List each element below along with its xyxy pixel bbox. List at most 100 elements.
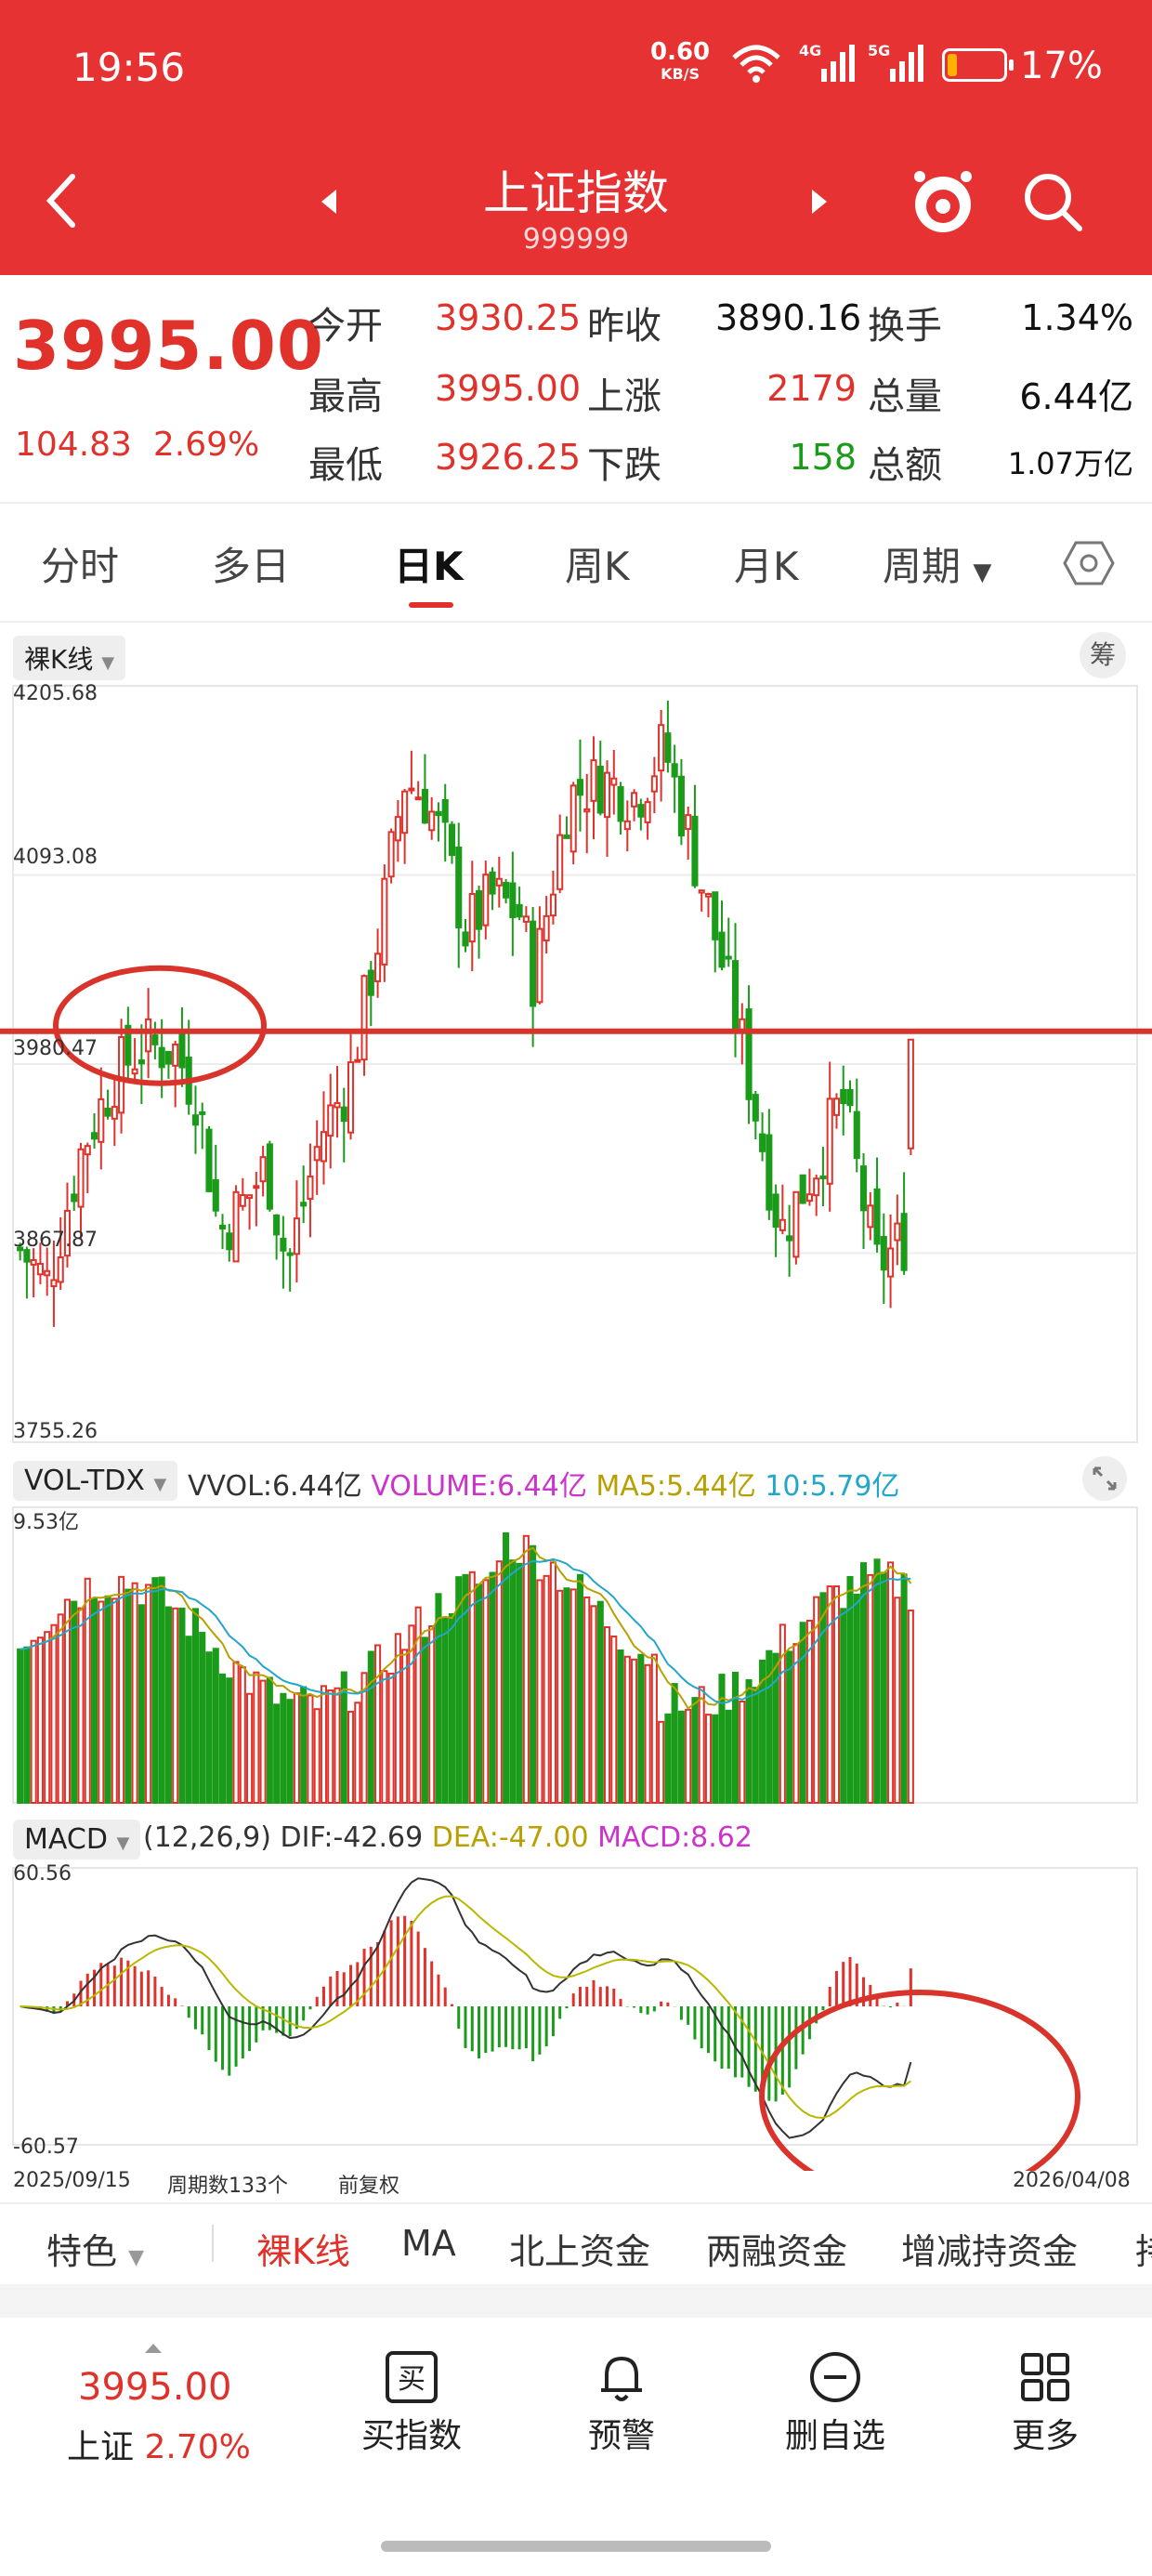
volume-bar	[98, 1600, 105, 1804]
volume-bar	[569, 1588, 577, 1804]
volume-bar	[894, 1597, 901, 1804]
tab-monthly-k[interactable]: 月K	[734, 544, 799, 589]
volume-value: 6.44亿	[1019, 376, 1133, 417]
vvol-value: VVOL:6.44亿	[188, 1470, 362, 1503]
battery-percent: 17%	[1020, 45, 1103, 87]
indicator-tab-bare-k[interactable]: 裸K线	[256, 2231, 350, 2272]
indicator-tab-ma[interactable]: MA	[401, 2223, 456, 2264]
settings-hexagon-icon[interactable]	[1063, 539, 1115, 587]
macd-indicator-dropdown[interactable]: MACD ▼	[13, 1820, 141, 1860]
tab-weekly-k[interactable]: 周K	[565, 544, 630, 589]
annotation-circle	[759, 1990, 1080, 2171]
volume-bar	[813, 1596, 820, 1804]
volume-bar	[792, 1643, 800, 1804]
buy-index-label: 买指数	[360, 2417, 462, 2455]
candle-body	[799, 1174, 806, 1204]
kline-mode-dropdown[interactable]: 裸K线 ▼	[13, 636, 126, 680]
candle-body	[172, 1043, 179, 1067]
prev-arrow-icon[interactable]	[316, 186, 342, 217]
candle-body	[280, 1237, 287, 1252]
volume-bar	[826, 1585, 833, 1805]
volume-bar	[475, 1584, 483, 1804]
volume-bar	[805, 1619, 813, 1804]
volume-bar	[286, 1699, 294, 1804]
indicator-tab-northbound[interactable]: 北上资金	[509, 2231, 651, 2272]
candle-body	[205, 1128, 213, 1192]
volume-bar	[779, 1623, 786, 1804]
candle-body	[50, 1279, 58, 1288]
tab-multi-day[interactable]: 多日	[212, 544, 291, 589]
candle-body	[63, 1209, 72, 1257]
volume-bar	[752, 1687, 759, 1805]
candle-body	[873, 1188, 881, 1245]
candle-body	[414, 796, 422, 801]
volume-bar	[799, 1622, 806, 1804]
divider	[0, 2202, 1152, 2204]
nav-index-name: 上证	[67, 2428, 135, 2466]
search-icon[interactable]	[1020, 169, 1087, 236]
feature-label: 特色	[46, 2231, 118, 2272]
kline-chart[interactable]	[0, 678, 1152, 1452]
volume-bar	[576, 1573, 584, 1804]
volume-bar	[448, 1612, 456, 1804]
volume-indicator-label: VOL-TDX	[24, 1465, 145, 1497]
low-label: 最低	[308, 444, 383, 487]
tab-daily-k[interactable]: 日K	[394, 544, 464, 589]
next-arrow-icon[interactable]	[806, 186, 832, 217]
candle-body	[489, 871, 496, 895]
candle-body	[246, 1194, 254, 1200]
volume-value-label: VOLUME:6.44亿	[371, 1470, 587, 1503]
volume-bar	[650, 1653, 658, 1804]
volume-bar	[435, 1593, 442, 1804]
back-icon[interactable]	[41, 171, 82, 230]
candle-body	[698, 889, 705, 894]
volume-bar	[327, 1689, 334, 1805]
candle-body	[846, 1088, 854, 1107]
candle-body	[111, 1106, 118, 1120]
candle-body	[610, 777, 618, 786]
candle-body	[340, 1106, 347, 1123]
mascot-icon[interactable]	[909, 165, 977, 238]
volume-bar	[354, 1702, 361, 1805]
volume-bar	[191, 1608, 200, 1804]
volume-bar	[259, 1679, 267, 1804]
candle-body	[17, 1246, 24, 1252]
buy-index-button[interactable]: 买 买指数	[342, 2349, 481, 2457]
volume-bar	[23, 1646, 31, 1804]
more-label: 更多	[1011, 2417, 1079, 2455]
candle-body	[704, 893, 713, 898]
nav-price[interactable]: 3995.00	[78, 2366, 232, 2409]
candle-body	[448, 823, 456, 857]
tab-intraday[interactable]: 分时	[41, 544, 120, 589]
candle-body	[239, 1193, 246, 1207]
macd-value: MACD:8.62	[597, 1821, 753, 1854]
indicator-tab-more[interactable]: 持	[1135, 2223, 1152, 2274]
chip-distribution-button[interactable]: 筹	[1080, 632, 1126, 678]
indicator-tab-margin[interactable]: 两融资金	[706, 2231, 848, 2272]
volume-bar	[36, 1636, 44, 1804]
volume-ma-line	[20, 1557, 911, 1704]
alert-button[interactable]: 预警	[552, 2349, 691, 2457]
indicator-tab-holdings-change[interactable]: 增减持资金	[901, 2231, 1079, 2272]
candle-body	[151, 1034, 159, 1045]
feature-dropdown[interactable]: 特色 ▼	[46, 2223, 144, 2274]
volume-bar	[495, 1560, 503, 1805]
nav-index-change[interactable]: 上证 2.70%	[67, 2420, 251, 2468]
volume-indicator-dropdown[interactable]: VOL-TDX ▼	[13, 1461, 178, 1501]
candle-body	[334, 1101, 341, 1109]
volume-bar	[907, 1610, 914, 1804]
macd-chart[interactable]	[0, 1864, 1152, 2171]
candle-body	[273, 1214, 281, 1236]
volume-bar	[428, 1625, 436, 1804]
remove-watchlist-button[interactable]: 删自选	[766, 2349, 905, 2457]
y-axis-tick: 3980.47	[13, 1037, 98, 1060]
price-change: 104.83 2.69%	[15, 426, 259, 464]
volume-chart[interactable]	[0, 1504, 1152, 1810]
high-value: 3995.00	[435, 368, 582, 409]
expand-icon[interactable]	[1081, 1455, 1128, 1502]
candle-body	[563, 835, 570, 839]
candle-body	[387, 831, 395, 878]
tab-period[interactable]: 周期 ▼	[883, 535, 991, 592]
ma5-value: MA5:5.44亿	[596, 1470, 756, 1503]
more-button[interactable]: 更多	[975, 2349, 1115, 2457]
